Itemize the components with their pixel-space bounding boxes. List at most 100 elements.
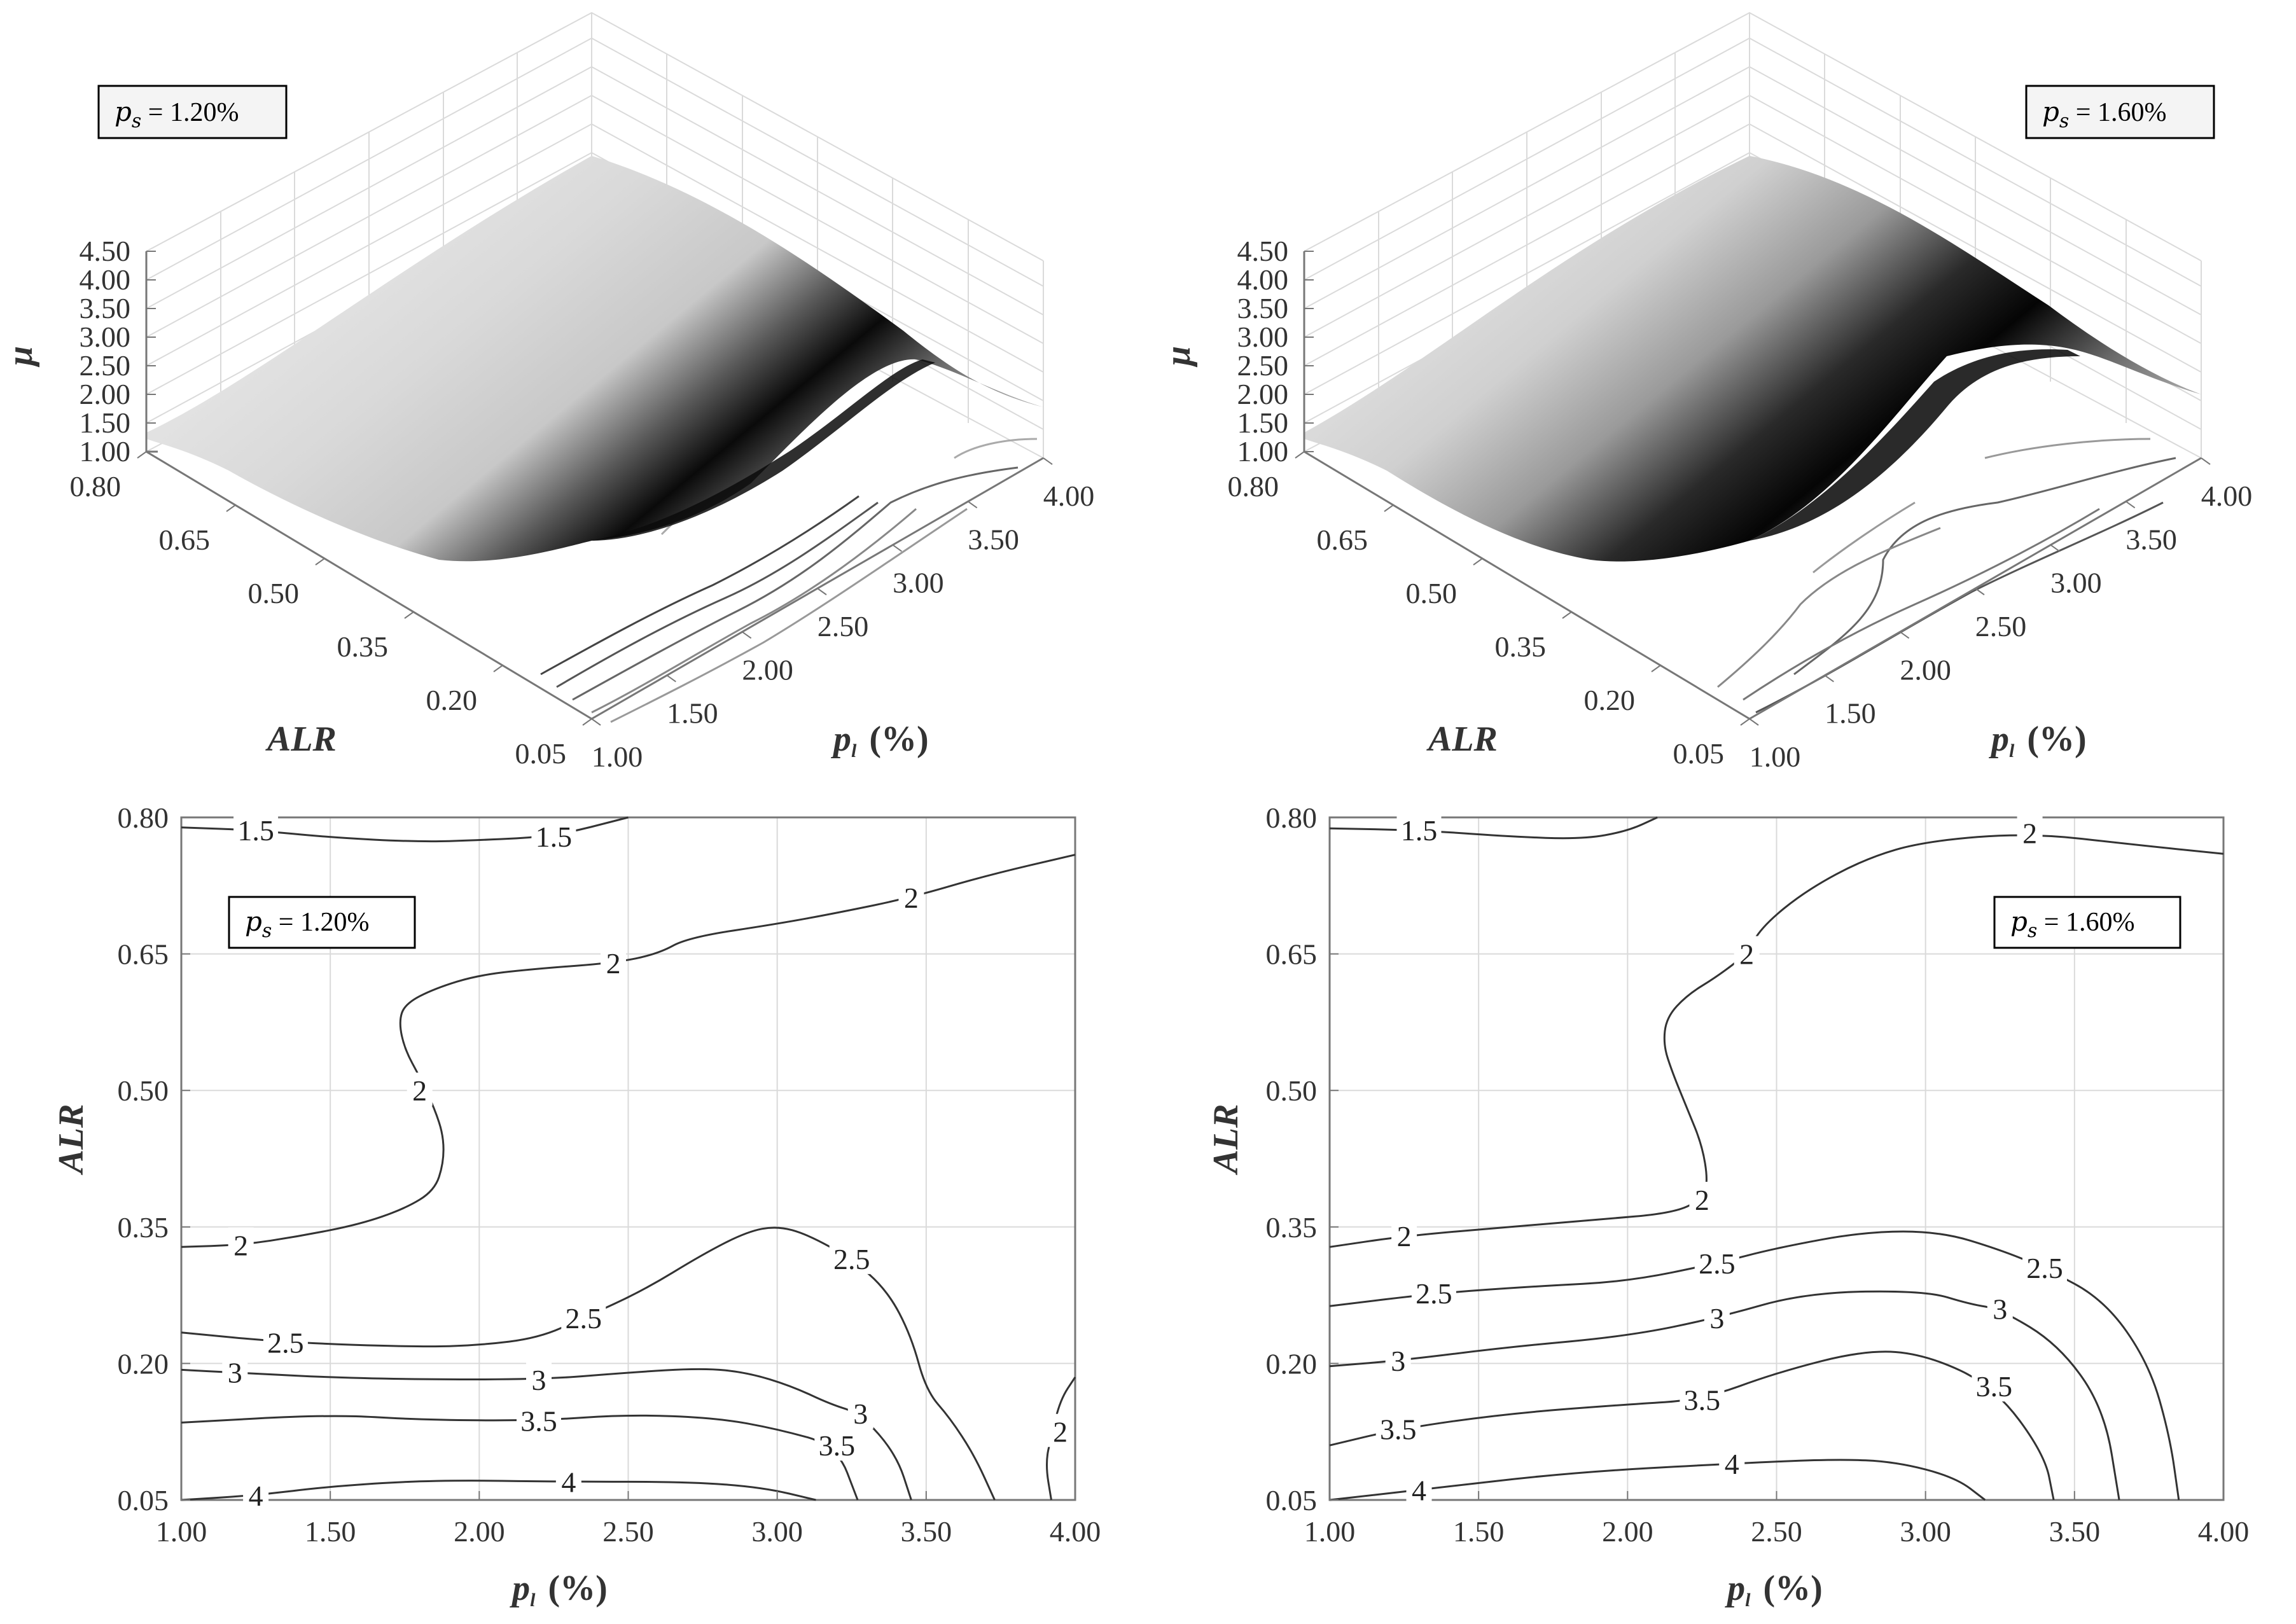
contour-label: 2: [2022, 817, 2037, 849]
alr-tick-mark: [404, 611, 414, 619]
x-tick-label: 3.00: [751, 1515, 803, 1548]
z-tick-label: 2.50: [80, 349, 131, 382]
svg-text:ps = 1.60%: ps = 1.60%: [2042, 96, 2166, 132]
y-axis-label: ALR: [1206, 1104, 1246, 1176]
contour-label-bg: [1704, 1300, 1730, 1333]
floor-contours: [540, 438, 1038, 723]
contour-label-bg: [526, 1362, 552, 1396]
z-tick-label: 3.00: [80, 321, 131, 353]
contour-label-bg: [1396, 812, 1442, 846]
contour-label-bg: [228, 1227, 254, 1261]
contour-line-3-5: [1329, 1350, 2055, 1501]
contour-label: 2.5: [267, 1326, 304, 1359]
contour-label-bg: [847, 1396, 873, 1429]
y-tick-label: 0.65: [118, 938, 169, 971]
alr-tick-labels: 0.05 0.20 0.35 0.50 0.65 0.80: [1228, 451, 1750, 770]
surface-panel-ps-160: 1.001.502.002.503.003.504.004.50 0.050.2…: [1158, 11, 2252, 773]
alr-tick-mark: [1740, 718, 1750, 726]
svg-text:ps = 1.20%: ps = 1.20%: [115, 96, 239, 132]
y-tick-label: 0.20: [1266, 1347, 1318, 1380]
x-tick-label: 2.50: [1751, 1515, 1802, 1548]
alr-tick-label: 0.05: [1673, 737, 1725, 770]
contour-label: 2: [412, 1074, 427, 1107]
contour-label-bg: [1689, 1181, 1715, 1215]
contour-label: 1.5: [1401, 814, 1438, 847]
surface-mesh: [1304, 156, 2201, 562]
contour-label: 4: [249, 1480, 263, 1512]
contour-label: 2.5: [1699, 1247, 1736, 1280]
x-tick-label: 4.00: [2198, 1515, 2250, 1548]
contour-label: 2: [1739, 938, 1754, 971]
contour-label: 3: [532, 1364, 546, 1396]
alr-tick-label: 0.80: [1228, 470, 1279, 503]
pl-tick-label: 2.00: [742, 653, 793, 686]
alr-tick-mark: [582, 718, 592, 726]
y-tick-label: 0.05: [1266, 1484, 1318, 1516]
alr-tick-labels: 0.05 0.20 0.35 0.50 0.65 0.80: [70, 451, 592, 770]
contour-label: 2: [606, 947, 621, 980]
x-tick-label: 3.50: [901, 1515, 952, 1548]
y-tick-label: 0.20: [118, 1347, 169, 1380]
y-tick-label: 0.50: [118, 1074, 169, 1107]
contour-label-bg: [1972, 1368, 2017, 1402]
x-tick-label: 3.50: [2049, 1515, 2101, 1548]
z-tick-label: 2.00: [1237, 378, 1289, 410]
contour-label-bg: [222, 1354, 248, 1388]
alr-axis-label: ALR: [1426, 719, 1498, 759]
pl-tick-mark: [1824, 674, 1834, 683]
contour-label: 2: [904, 882, 919, 914]
contour-line-4: [181, 1480, 816, 1501]
x-axis-label: pl (%): [510, 1569, 608, 1611]
pl-tick-mark: [968, 501, 978, 509]
x-tick-label: 2.00: [454, 1515, 505, 1548]
contour-line-3: [181, 1368, 912, 1501]
z-axis-label: μ: [1158, 346, 1198, 368]
pl-tick-labels: 1.00 1.50 2.00 2.50 3.00 3.50 4.00: [591, 457, 1094, 773]
alr-tick-label: 0.65: [159, 524, 211, 556]
contour-label: 3.5: [1976, 1370, 2013, 1403]
alr-tick-mark: [1295, 451, 1305, 459]
contour-label-bg: [1987, 1291, 2013, 1324]
y-tick-label: 0.05: [118, 1484, 169, 1516]
pl-tick-label: 3.00: [2050, 567, 2102, 599]
svg-text:ps = 1.60%: ps = 1.60%: [2010, 906, 2134, 942]
pl-axis-label: pl (%): [1989, 719, 2087, 761]
z-tick-label: 1.00: [80, 435, 131, 468]
contour-label-bg: [517, 1403, 561, 1436]
pl-tick-label: 2.50: [1975, 610, 2027, 642]
contour-label-bg: [1680, 1382, 1725, 1415]
contour-label: 1.5: [536, 821, 573, 853]
legend-box: ps = 1.20%: [228, 896, 416, 949]
y-tick-labels: 0.05 0.20 0.35 0.50 0.65 0.80: [1266, 802, 1339, 1516]
contour-line-1-5: [181, 816, 629, 843]
contour-label: 4: [561, 1466, 576, 1498]
alr-tick-mark: [1562, 611, 1572, 619]
surface-panel-ps-120: 1.001.502.002.503.003.504.004.50 0.050.2…: [1, 11, 1094, 773]
z-tick-label: 2.00: [80, 378, 131, 410]
pl-tick-label: 3.50: [968, 523, 1019, 555]
x-tick-label: 1.50: [1453, 1515, 1505, 1548]
x-tick-label: 4.00: [1050, 1515, 1101, 1548]
pl-tick-mark: [892, 544, 902, 552]
pl-tick-label: 3.50: [2126, 523, 2177, 555]
contour-label-bg: [233, 812, 279, 846]
contour-label: 2.5: [566, 1302, 602, 1335]
contour-lines: [1329, 816, 2224, 1501]
z-tick-label: 1.50: [80, 406, 131, 439]
contour-label-bg: [561, 1300, 606, 1333]
alr-tick-label: 0.20: [426, 684, 478, 716]
x-tick-label: 1.00: [1304, 1515, 1356, 1548]
alr-tick-label: 0.20: [1584, 684, 1636, 716]
contour-label: 2: [1397, 1220, 1412, 1253]
svg-text:ps = 1.20%: ps = 1.20%: [245, 906, 369, 942]
contour-label-bg: [1406, 1472, 1432, 1506]
contour-label-bg: [1375, 1411, 1421, 1445]
contour-label: 4: [1725, 1448, 1739, 1480]
pl-tick-mark: [1975, 588, 1985, 595]
surface-mesh: [146, 156, 1043, 562]
contour-label-bg: [1411, 1275, 1456, 1309]
